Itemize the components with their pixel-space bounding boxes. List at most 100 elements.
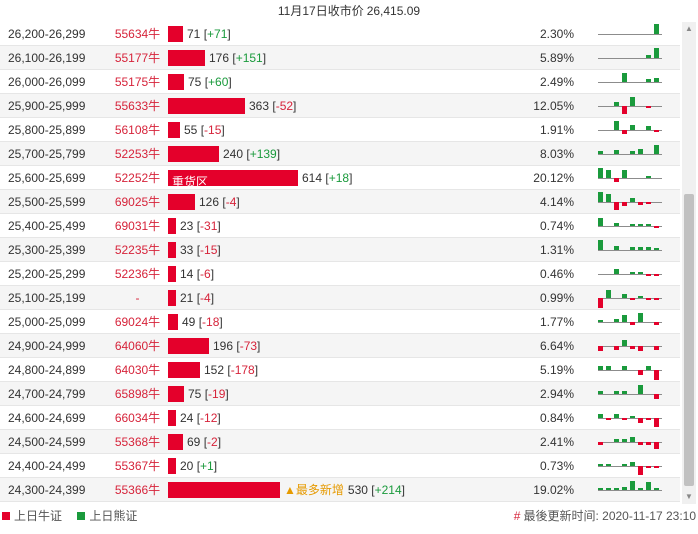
cbbc-code-link[interactable]: 64030牛 [114, 363, 161, 377]
table-row[interactable]: 26,000-26,099 55175牛 75 [+60] 2.49% [0, 70, 680, 94]
volume-value: 33 [-15] [180, 243, 221, 257]
price-range: 25,500-25,599 [8, 195, 86, 209]
volume-bar-cell: 33 [-15] [168, 238, 528, 262]
cbbc-code-link[interactable]: 52252牛 [114, 171, 161, 185]
table-row[interactable]: 25,200-25,299 52236牛 14 [-6] 0.46% [0, 262, 680, 286]
table-row[interactable]: 25,700-25,799 52253牛 240 [+139] 8.03% [0, 142, 680, 166]
table-row[interactable]: 24,300-24,399 55366牛 ▲最多新增 530 [+214] 19.02% [0, 478, 680, 502]
cbbc-code-link[interactable]: 55633牛 [114, 99, 161, 113]
percentage: 19.02% [533, 483, 574, 497]
cbbc-code-link[interactable]: 55366牛 [114, 483, 161, 497]
price-range: 25,200-25,299 [8, 267, 86, 281]
table-row[interactable]: 24,500-24,599 55368牛 69 [-2] 2.41% [0, 430, 680, 454]
table-row[interactable]: 25,300-25,399 52235牛 33 [-15] 1.31% [0, 238, 680, 262]
volume-bar [168, 482, 280, 498]
table-row[interactable]: 25,600-25,699 52252牛 重货区 614 [+18] 20.12% [0, 166, 680, 190]
volume-bar [168, 362, 200, 378]
cbbc-code-link[interactable]: 56108牛 [114, 123, 161, 137]
table-row[interactable]: 24,900-24,999 64060牛 196 [-73] 6.64% [0, 334, 680, 358]
sparkline-bar [614, 439, 619, 442]
sparkline-bar [654, 274, 659, 276]
sparkline-bar [622, 418, 627, 420]
cbbc-code-link[interactable]: 69024牛 [114, 315, 161, 329]
volume-value: 363 [-52] [249, 99, 297, 113]
sparkline-bar [598, 151, 603, 154]
table-row[interactable]: 25,900-25,999 55633牛 363 [-52] 12.05% [0, 94, 680, 118]
sparkline-bar [606, 366, 611, 370]
volume-bar-cell: 49 [-18] [168, 310, 528, 334]
volume-change: -15 [204, 123, 222, 137]
volume-bar-cell: 24 [-12] [168, 406, 528, 430]
sparkline-baseline [598, 34, 662, 35]
volume-bar [168, 194, 195, 210]
sparkline-bar [638, 346, 643, 351]
cbbc-code-link[interactable]: 52235牛 [114, 243, 161, 257]
table-row[interactable]: 25,000-25,099 69024牛 49 [-18] 1.77% [0, 310, 680, 334]
table-row[interactable]: 26,200-26,299 55634牛 71 [+71] 2.30% [0, 22, 680, 46]
cbbc-code-link[interactable]: 55368牛 [114, 435, 161, 449]
sparkline-bar [638, 370, 643, 375]
cbbc-code-link[interactable]: 55177牛 [114, 51, 161, 65]
updated-label: 最後更新时间: [523, 509, 599, 523]
table-row[interactable]: 25,100-25,199 - 21 [-4] 0.99% [0, 286, 680, 310]
sparkline-bar [630, 272, 635, 274]
price-range: 25,900-25,999 [8, 99, 86, 113]
volume-bar-cell: 152 [-178] [168, 358, 528, 382]
sparkline-bar [630, 198, 635, 202]
cbbc-code-link[interactable]: 55367牛 [114, 459, 161, 473]
sparkline-bar [654, 418, 659, 427]
volume-bar-cell: 196 [-73] [168, 334, 528, 358]
table-row[interactable]: 25,500-25,599 69025牛 126 [-4] 4.14% [0, 190, 680, 214]
cbbc-code-link[interactable]: 69031牛 [114, 219, 161, 233]
cbbc-code-link[interactable]: 69025牛 [114, 195, 161, 209]
sparkline-bar [606, 488, 611, 490]
scroll-down-icon[interactable]: ▼ [685, 492, 693, 501]
table-row[interactable]: 26,100-26,199 55177牛 176 [+151] 5.89% [0, 46, 680, 70]
sparkline-bar [646, 298, 651, 300]
sparkline-bar [646, 106, 651, 108]
sparkline-bar [614, 346, 619, 350]
table-row[interactable]: 24,600-24,699 66034牛 24 [-12] 0.84% [0, 406, 680, 430]
sparkline-bar [646, 482, 651, 490]
cbbc-code-link[interactable]: 66034牛 [114, 411, 161, 425]
sparkline-baseline [598, 226, 662, 227]
table-row[interactable]: 24,400-24,499 55367牛 20 [+1] 0.73% [0, 454, 680, 478]
cbbc-code-link[interactable]: 55175牛 [114, 75, 161, 89]
volume-bar [168, 218, 176, 234]
volume-bar-cell: 55 [-15] [168, 118, 528, 142]
scroll-up-icon[interactable]: ▲ [685, 24, 693, 33]
volume-value: 71 [+71] [187, 27, 231, 41]
sparkline-bar [622, 106, 627, 114]
volume-number: 530 [347, 483, 368, 497]
sparkline-bar [598, 298, 603, 308]
sparkline-bar [606, 464, 611, 466]
price-range: 26,100-26,199 [8, 51, 86, 65]
cbbc-code-link[interactable]: 55634牛 [114, 27, 161, 41]
vertical-scrollbar[interactable]: ▲ ▼ [682, 22, 696, 504]
table-row[interactable]: 25,800-25,899 56108牛 55 [-15] 1.91% [0, 118, 680, 142]
cbbc-code-link[interactable]: 52253牛 [114, 147, 161, 161]
table-row[interactable]: 25,400-25,499 69031牛 23 [-31] 0.74% [0, 214, 680, 238]
sparkline-bar [598, 414, 603, 418]
table-row[interactable]: 24,700-24,799 65898牛 75 [-19] 2.94% [0, 382, 680, 406]
table-row[interactable]: 24,800-24,899 64030牛 152 [-178] 5.19% [0, 358, 680, 382]
scroll-thumb[interactable] [684, 194, 694, 486]
cbbc-code-link[interactable]: 64060牛 [114, 339, 161, 353]
sparkline-bar [622, 340, 627, 346]
sparkline-bar [638, 224, 643, 226]
sparkline [598, 22, 662, 46]
price-range: 24,600-24,699 [8, 411, 86, 425]
sparkline-bar [606, 290, 611, 298]
sparkline-bar [598, 168, 603, 178]
cbbc-code-link[interactable]: 65898牛 [114, 387, 161, 401]
price-range: 25,300-25,399 [8, 243, 86, 257]
percentage: 2.94% [539, 387, 574, 401]
percentage: 2.49% [539, 75, 574, 89]
sparkline-bar [638, 466, 643, 475]
sparkline-bar [646, 126, 651, 130]
volume-value: 126 [-4] [199, 195, 240, 209]
sparkline-bar [654, 48, 659, 58]
cbbc-code-link[interactable]: 52236牛 [114, 267, 161, 281]
sparkline-bar [598, 218, 603, 226]
volume-bar [168, 74, 184, 90]
